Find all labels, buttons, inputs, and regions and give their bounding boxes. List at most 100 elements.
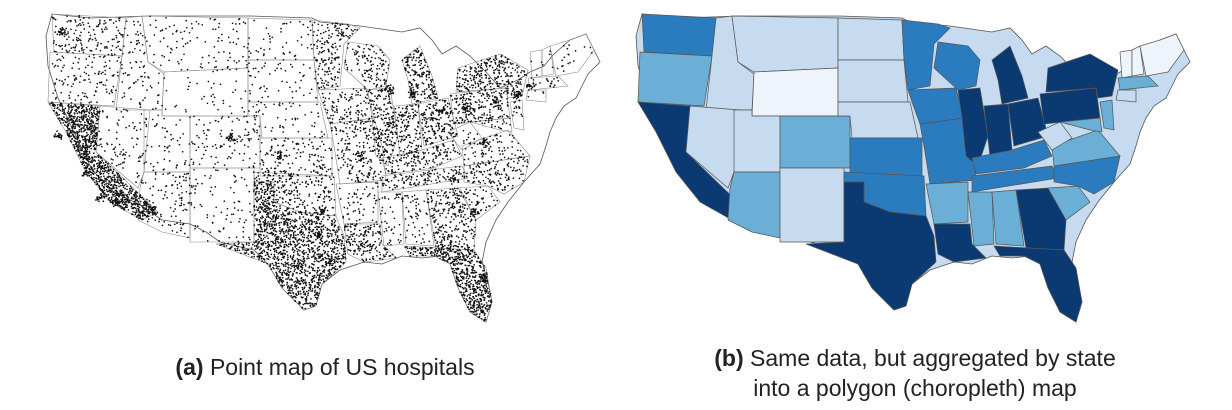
hospital-point [72,83,75,85]
hospital-point [380,137,382,140]
hospital-point [378,149,381,151]
hospital-point [110,201,112,203]
hospital-point [129,51,131,53]
hospital-point [370,60,372,62]
hospital-point [101,181,104,184]
hospital-point [54,89,57,92]
hospital-point [64,44,67,46]
hospital-point [266,231,269,234]
hospital-point [370,75,373,77]
hospital-point [323,216,325,218]
hospital-point [367,102,370,105]
hospital-point [355,193,358,195]
hospital-point [357,181,360,183]
hospital-point [314,289,317,292]
hospital-point [298,169,300,171]
hospital-point [98,184,100,187]
hospital-point [88,119,91,121]
hospital-point [391,126,394,129]
hospital-point [98,186,101,189]
hospital-point [88,25,91,28]
hospital-point [80,116,83,119]
hospital-point [248,166,251,169]
hospital-point [110,49,113,52]
hospital-point [99,22,101,25]
hospital-point [275,194,278,196]
hospital-point [297,286,300,289]
hospital-point [203,95,206,98]
hospital-point [179,219,182,222]
hospital-point [300,296,303,298]
hospital-point [295,247,298,250]
hospital-point [94,116,97,118]
hospital-point [363,72,366,75]
hospital-point [290,278,293,281]
hospital-point [297,248,300,251]
hospital-point [281,80,283,83]
hospital-point [206,216,209,219]
hospital-point [378,108,381,111]
hospital-point [302,255,305,258]
hospital-point [54,83,56,85]
hospital-point [284,272,287,275]
hospital-point [353,232,355,235]
hospital-point [142,66,145,68]
hospital-point [370,78,373,80]
hospital-point [321,135,324,138]
hospital-point [328,271,331,274]
hospital-point [193,206,196,209]
hospital-point [295,287,298,290]
hospital-point [90,140,93,143]
hospital-point [359,122,362,125]
hospital-point [334,88,337,91]
hospital-point [286,254,289,257]
hospital-point [376,182,379,185]
hospital-point [164,108,167,111]
hospital-point [331,206,334,209]
hospital-point [336,249,339,252]
hospital-point [115,194,118,196]
hospital-point [141,154,143,157]
hospital-point [300,43,303,46]
hospital-point [355,112,357,114]
hospital-point [330,254,333,256]
hospital-point [121,96,124,99]
hospital-point [119,153,121,155]
hospital-point [71,138,73,140]
hospital-point [107,168,110,171]
hospital-point [328,264,331,267]
hospital-point [324,206,327,209]
hospital-point [372,244,374,247]
hospital-point [260,257,263,260]
hospital-point [137,207,139,210]
hospital-point [362,226,365,229]
hospital-point [313,285,316,288]
hospital-point [83,127,85,129]
hospital-point [95,48,98,50]
hospital-point [64,78,66,81]
hospital-point [67,104,69,107]
hospital-point [103,28,106,31]
hospital-point [160,189,163,192]
hospital-point [378,238,380,240]
hospital-point [83,161,86,164]
hospital-point [108,180,111,183]
hospital-point [320,159,323,162]
hospital-point [379,170,382,173]
hospital-point [90,131,92,133]
hospital-point [302,244,305,247]
hospital-point [352,240,354,243]
hospital-point [292,264,295,267]
hospital-point [74,123,76,126]
hospital-point [91,136,94,139]
hospital-point [192,142,194,145]
hospital-point [362,259,365,262]
hospital-point [65,121,67,124]
hospital-point [337,228,340,231]
hospital-point [196,182,199,185]
hospital-point [83,114,85,117]
hospital-point [128,201,131,204]
hospital-point [292,234,295,237]
hospital-point [81,161,84,163]
hospital-point [108,67,111,70]
